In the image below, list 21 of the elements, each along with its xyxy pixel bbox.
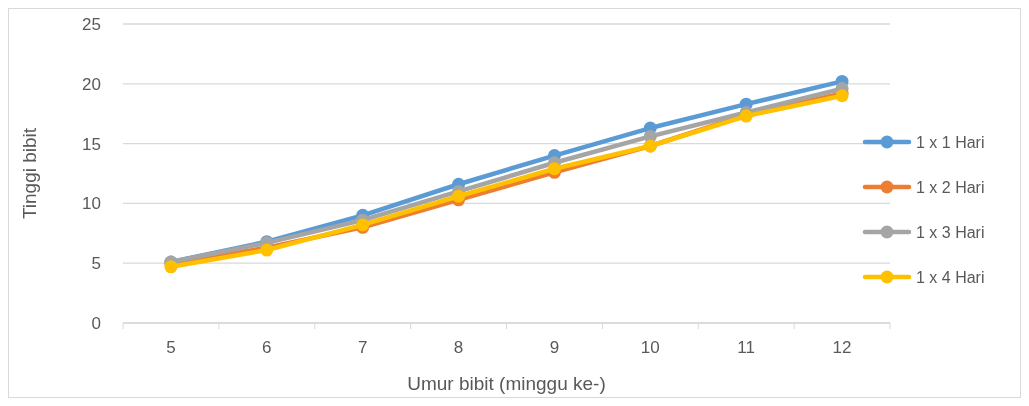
legend-label: 1 x 1 Hari: [916, 133, 985, 151]
x-tick-label: 9: [549, 338, 560, 357]
x-tick-label: 7: [357, 338, 368, 357]
legend-label: 1 x 4 Hari: [916, 268, 985, 286]
y-tick-label: 15: [82, 134, 101, 154]
x-tick-label: 11: [737, 338, 756, 357]
y-tick-label: 25: [82, 14, 101, 34]
y-tick-label: 5: [91, 254, 101, 274]
y-axis-title: Tinggi bibit: [19, 127, 40, 220]
x-tick-label: 10: [640, 338, 660, 357]
legend-label: 1 x 2 Hari: [916, 178, 985, 196]
x-axis-title: Umur bibit (minggu ke-): [407, 373, 606, 394]
x-tick-label: 6: [262, 338, 272, 357]
y-tick-label: 10: [82, 194, 101, 214]
point: [452, 189, 466, 203]
x-tick-label: 12: [832, 338, 852, 357]
x-tick-label: 8: [453, 338, 464, 357]
x-tick-label: 5: [166, 338, 176, 357]
legend-label: 1 x 3 Hari: [916, 223, 985, 241]
y-tick-label: 20: [82, 74, 101, 94]
y-tick-label: 0: [91, 313, 101, 333]
